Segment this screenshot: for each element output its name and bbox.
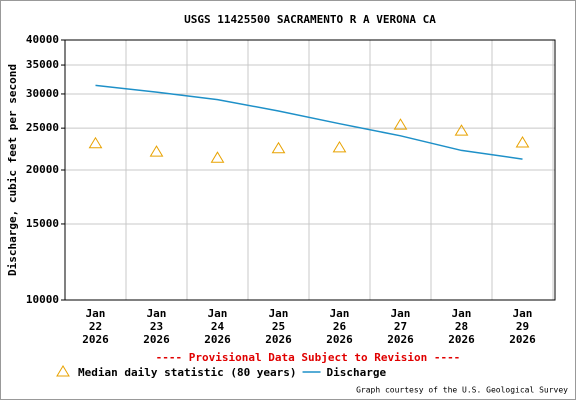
x-tick-label: Jan 28 2026 bbox=[448, 307, 475, 346]
y-tick-label: 20000 bbox=[26, 163, 59, 176]
y-tick-label: 15000 bbox=[26, 217, 59, 230]
x-tick-label: Jan 23 2026 bbox=[143, 307, 170, 346]
y-tick-label: 25000 bbox=[26, 121, 59, 134]
legend-label: Median daily statistic (80 years) bbox=[78, 366, 297, 379]
median-marker bbox=[454, 124, 469, 136]
median-marker bbox=[210, 151, 225, 163]
median-marker bbox=[271, 141, 286, 154]
x-tick-label: Jan 27 2026 bbox=[387, 307, 414, 346]
discharge-line bbox=[95, 84, 523, 160]
x-tick-label: Jan 26 2026 bbox=[326, 307, 353, 346]
x-tick-label: Jan 24 2026 bbox=[204, 307, 231, 346]
median-marker bbox=[88, 136, 103, 149]
plot-border bbox=[64, 39, 556, 301]
chart-title: USGS 11425500 SACRAMENTO R A VERONA CA bbox=[184, 13, 436, 26]
y-tick-label: 30000 bbox=[26, 87, 59, 100]
y-tick-label: 40000 bbox=[26, 33, 59, 46]
median-marker bbox=[332, 140, 347, 153]
x-tick-label: Jan 29 2026 bbox=[509, 307, 536, 346]
median-marker bbox=[393, 118, 408, 130]
credit: Graph courtesy of the U.S. Geological Su… bbox=[356, 386, 568, 395]
x-tick-label: Jan 22 2026 bbox=[82, 307, 109, 346]
y-axis-label: Discharge, cubic feet per second bbox=[6, 64, 19, 276]
legend-label: Discharge bbox=[327, 366, 387, 379]
provisional-note: ---- Provisional Data Subject to Revisio… bbox=[156, 351, 461, 364]
median-marker bbox=[515, 136, 530, 148]
x-tick-label: Jan 25 2026 bbox=[265, 307, 292, 346]
median-marker bbox=[149, 145, 164, 157]
y-tick-label: 35000 bbox=[26, 58, 59, 71]
legend-marker bbox=[56, 365, 70, 377]
y-tick-label: 10000 bbox=[26, 293, 59, 306]
